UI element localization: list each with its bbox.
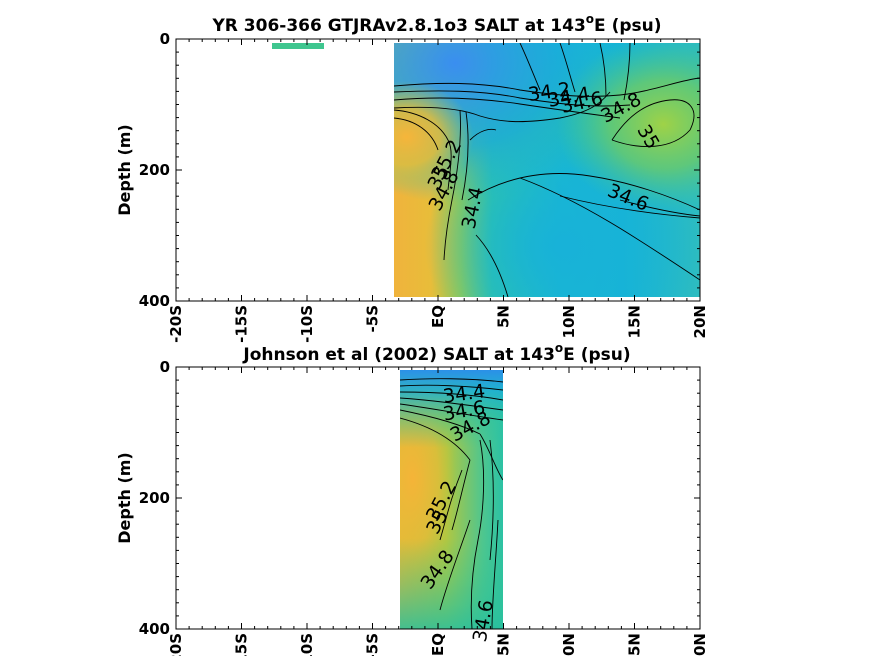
x-tick-label: 20N	[691, 305, 709, 338]
panel-2: Johnson et al (2002) SALT at 143oE (psu)…	[115, 341, 709, 656]
y-tick-label: 400	[139, 620, 170, 638]
x-tick-label: 10N	[560, 633, 578, 656]
panel-2-title: Johnson et al (2002) SALT at 143oE (psu)	[242, 341, 630, 365]
x-tick-label: -10S	[298, 305, 316, 343]
panel-1-extra-patch	[272, 43, 324, 49]
y-tick-label: 400	[139, 292, 170, 310]
x-tick-label: -15S	[233, 305, 251, 343]
y-tick-label: 200	[139, 161, 170, 179]
panel-2-ylabel: Depth (m)	[115, 452, 134, 544]
x-tick-label: -5S	[364, 633, 382, 656]
x-tick-label: 20N	[691, 633, 709, 656]
x-tick-label: 10N	[560, 305, 578, 338]
y-tick-label: 200	[139, 489, 170, 507]
panel-1-contours	[394, 43, 700, 297]
panel-1-heatmap	[272, 43, 700, 297]
x-tick-label: 15N	[626, 305, 644, 338]
x-tick-label: -20S	[167, 305, 185, 343]
panel-2-contours	[400, 378, 503, 629]
panel-2-xticks: -20S -15S -10S -5S EQ 5N 10N 15N 20N	[167, 367, 709, 656]
x-tick-label: EQ	[429, 633, 447, 656]
x-tick-label: -5S	[364, 305, 382, 332]
x-tick-label: -20S	[167, 633, 185, 656]
x-tick-label: 5N	[495, 633, 513, 656]
panel-2-yticks: 0 200 400	[139, 358, 700, 638]
panel-1: YR 306-366 GTJRAv2.8.1o3 SALT at 143oE (…	[115, 12, 709, 343]
panel-1-title: YR 306-366 GTJRAv2.8.1o3 SALT at 143oE (…	[211, 12, 661, 36]
panel-1-xticks: -20S -15S -10S -5S EQ 5N 10N 15N 20N	[167, 39, 709, 343]
panel-1-ylabel: Depth (m)	[115, 124, 134, 216]
y-tick-label: 0	[160, 30, 170, 48]
x-tick-label: 5N	[495, 305, 513, 328]
x-tick-label: 15N	[626, 633, 644, 656]
x-tick-label: -10S	[298, 633, 316, 656]
y-tick-label: 0	[160, 358, 170, 376]
x-tick-label: EQ	[429, 305, 447, 328]
x-tick-label: -15S	[233, 633, 251, 656]
